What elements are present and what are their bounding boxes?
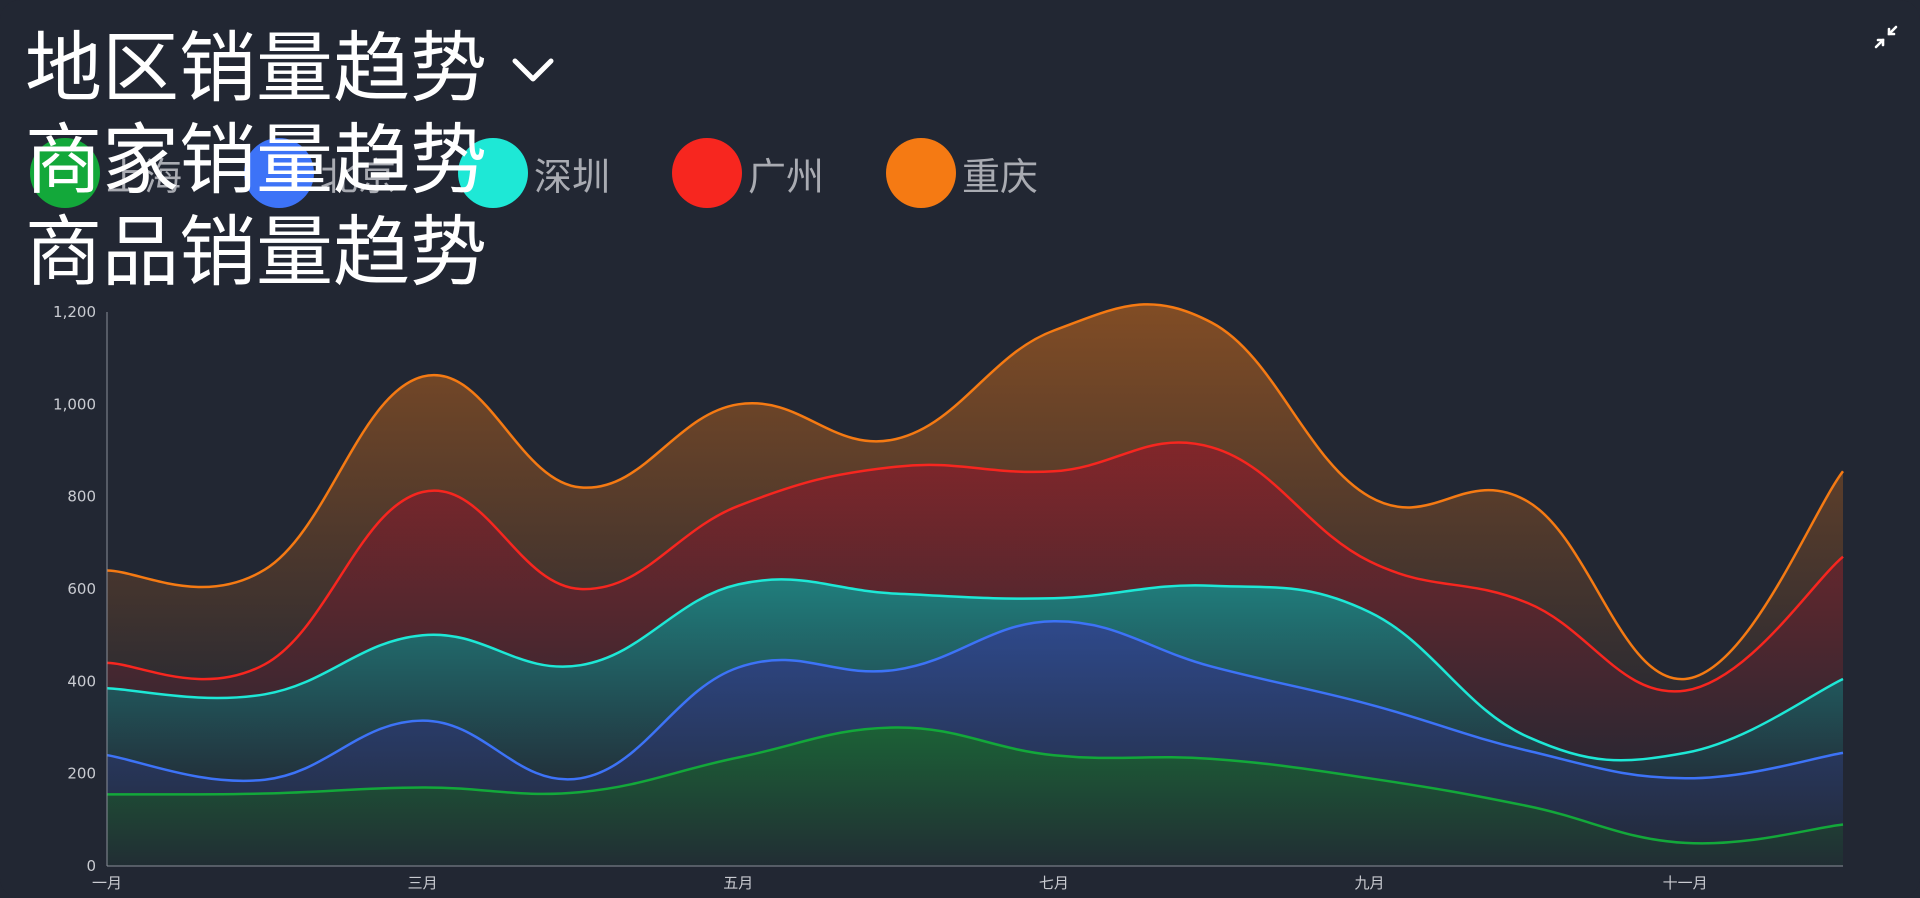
area-band-3 [107, 442, 1843, 761]
area-band-1 [107, 621, 1843, 844]
x-tick-label: 三月 [408, 874, 438, 892]
legend-item-beijing[interactable]: 北京 [244, 138, 396, 208]
title-option-region-sales-trend[interactable]: 地区销量趋势 [25, 25, 487, 114]
y-tick-label: 1,000 [53, 395, 96, 413]
legend-label-guangzhou: 广州 [748, 154, 825, 199]
y-tick-label: 400 [67, 672, 96, 690]
area-band-2 [107, 579, 1843, 781]
legend-label-chongqing: 重庆 [962, 154, 1039, 199]
y-tick-label: 0 [86, 857, 96, 875]
chart-title-menu: 地区销量趋势 商家销量趋势 商品销量趋势 [25, 24, 555, 300]
legend-dot-chongqing [886, 138, 956, 208]
y-tick-label: 1,200 [53, 303, 96, 321]
legend-item-guangzhou[interactable]: 广州 [672, 138, 824, 208]
y-tick-label: 600 [67, 580, 96, 598]
y-tick-label: 200 [67, 765, 96, 783]
title-option-merchant-sales-trend[interactable]: 商家销量趋势 [25, 117, 487, 206]
series-line-0 [106, 726, 1844, 845]
legend-dot-shenzhen [458, 138, 528, 208]
x-tick-label: 一月 [92, 874, 122, 892]
x-tick-label: 九月 [1355, 874, 1385, 892]
legend-label-beijing: 北京 [320, 154, 397, 199]
legend-item-shenzhen[interactable]: 深圳 [458, 138, 610, 208]
x-tick-label: 七月 [1039, 874, 1069, 892]
series-line-1 [106, 620, 1844, 782]
series-line-3 [106, 441, 1844, 693]
y-tick-label: 800 [67, 488, 96, 506]
chevron-down-icon[interactable] [511, 55, 555, 85]
legend-item-chongqing[interactable]: 重庆 [886, 138, 1038, 208]
compress-icon[interactable] [1873, 24, 1899, 50]
x-tick-label: 十一月 [1663, 874, 1708, 892]
series-line-2 [106, 578, 1844, 762]
area-band-0 [107, 727, 1843, 866]
x-tick-label: 五月 [723, 874, 753, 892]
series-line-4 [106, 303, 1844, 681]
title-option-product-sales-trend[interactable]: 商品销量趋势 [25, 209, 487, 298]
legend-label-shanghai: 上海 [106, 154, 183, 199]
legend-label-shenzhen: 深圳 [534, 154, 611, 199]
legend-dot-shanghai [30, 138, 100, 208]
legend-dot-beijing [244, 138, 314, 208]
legend-item-shanghai[interactable]: 上海 [30, 138, 182, 208]
legend-dot-guangzhou [672, 138, 742, 208]
